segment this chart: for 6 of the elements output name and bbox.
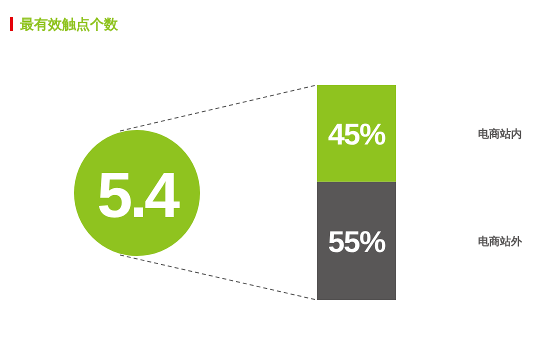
text: 最有效触点个数 (19, 16, 119, 32)
data-label: 55% (328, 226, 386, 259)
data-label: 45% (328, 118, 386, 152)
text: 电商站外 (478, 234, 523, 248)
text: 电商站内 (478, 127, 522, 140)
text: 5.4 (97, 159, 180, 231)
